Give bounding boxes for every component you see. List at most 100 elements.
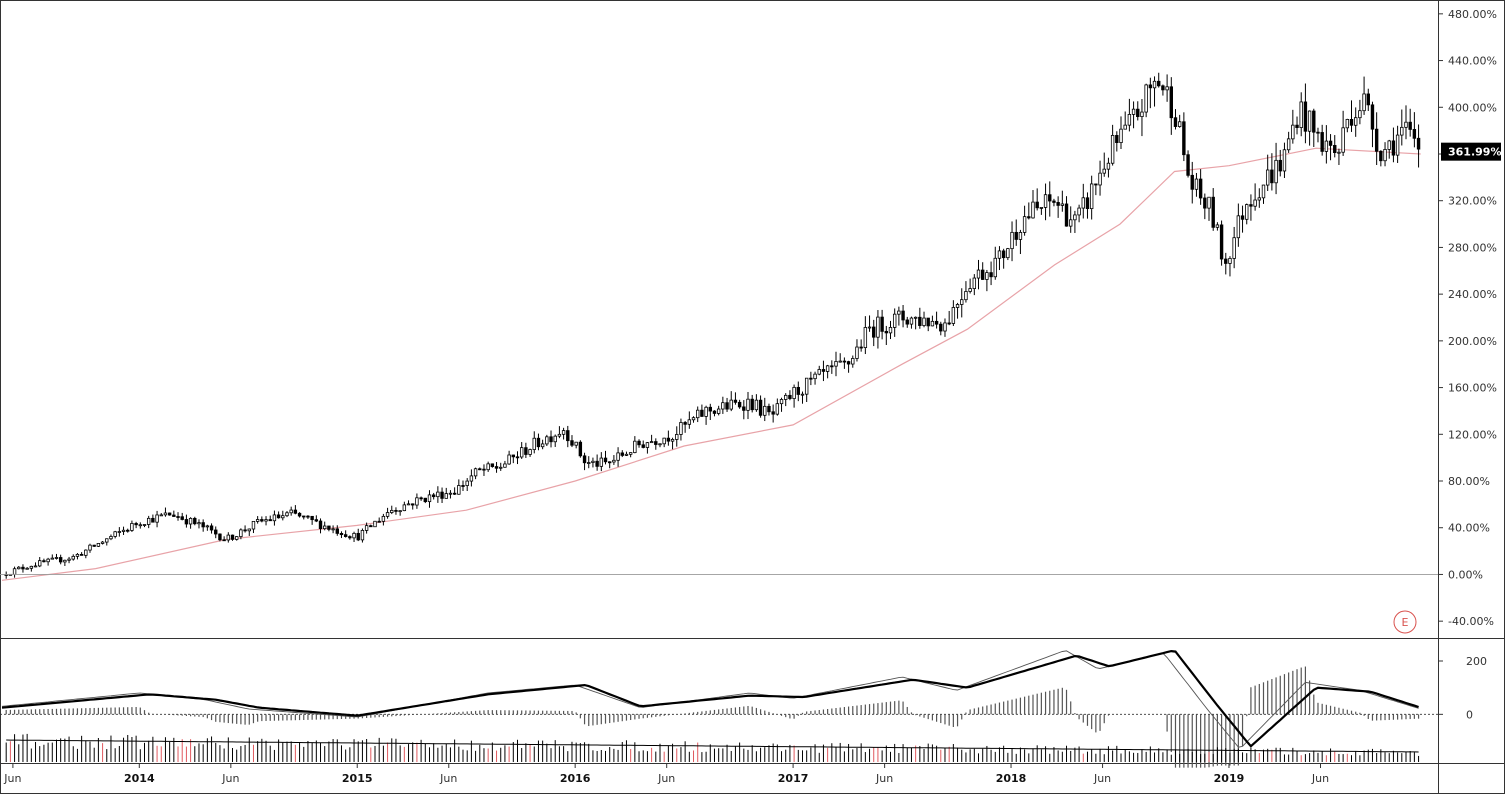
candle-up [12, 568, 17, 575]
candle-up [1345, 119, 1350, 129]
candle-down [260, 519, 264, 522]
candle-up [121, 529, 126, 532]
candle-down [1014, 231, 1018, 240]
candle-up [716, 408, 721, 414]
candle-down [134, 523, 138, 526]
candle-down [905, 319, 909, 325]
candle-up [892, 313, 897, 328]
candle-up [561, 430, 566, 435]
candle-up [155, 514, 159, 523]
price-axis-tick-label: 200.00% [1448, 335, 1497, 348]
time-axis-tick-label: Jun [875, 772, 893, 785]
candle-up [679, 422, 683, 435]
candle-up [855, 346, 859, 359]
candle-up [800, 393, 805, 396]
candle-up [1006, 248, 1010, 259]
candle-down [1328, 140, 1333, 146]
candle-up [255, 519, 260, 522]
candle-down [293, 509, 298, 514]
candle-up [897, 310, 901, 315]
candle-up [473, 468, 478, 477]
candle-down [1211, 196, 1215, 228]
candle-down [872, 326, 876, 338]
candle-up [1119, 128, 1123, 144]
candle-down [809, 377, 813, 380]
candle-up [825, 365, 830, 372]
candle-down [172, 514, 176, 517]
candle-up [1077, 207, 1081, 216]
last-price-label[interactable]: 361.99% [1441, 142, 1501, 161]
earnings-marker[interactable]: E [1393, 610, 1417, 634]
candle-down [79, 553, 84, 556]
candle-down [1115, 135, 1119, 144]
candle-down [1161, 85, 1165, 91]
candle-up [599, 457, 604, 467]
candle-down [423, 497, 427, 503]
candle-up [205, 525, 210, 528]
candlestick-layer [4, 72, 1421, 579]
candle-down [482, 468, 486, 471]
candle-down [742, 406, 746, 411]
candle-up [729, 399, 733, 410]
candle-up [33, 565, 38, 568]
candle-down [859, 346, 863, 349]
candle-up [507, 454, 511, 465]
candle-up [465, 480, 469, 486]
candle-up [1073, 214, 1077, 221]
candle-up [955, 304, 960, 308]
candle-up [662, 437, 666, 445]
candle-up [373, 520, 377, 528]
candle-up [763, 405, 767, 416]
candle-up [1387, 140, 1391, 150]
candle-up [1253, 199, 1257, 207]
candle-up [197, 522, 201, 525]
candle-up [360, 530, 365, 541]
candle-up [402, 504, 407, 512]
candle-up [951, 307, 956, 324]
candle-up [251, 520, 256, 530]
candle-up [553, 435, 557, 443]
candle-up [1110, 135, 1115, 164]
candle-up [633, 440, 637, 454]
candle-up [1131, 108, 1136, 115]
candle-down [641, 444, 645, 448]
candle-down [21, 566, 25, 570]
candle-down [750, 398, 754, 411]
candle-up [540, 443, 545, 448]
candle-up [17, 566, 21, 570]
candle-down [1303, 101, 1308, 132]
candle-up [817, 369, 821, 375]
candle-up [113, 531, 117, 537]
time-axis-tick-label: 2019 [1214, 772, 1245, 785]
candle-up [239, 529, 243, 538]
candle-down [1157, 80, 1161, 87]
time-axis-tick-label: 2017 [778, 772, 809, 785]
candle-down [566, 430, 570, 442]
candle-up [591, 460, 595, 463]
earnings-marker-circle [1393, 610, 1417, 634]
candle-up [658, 443, 662, 446]
candle-up [1144, 84, 1148, 113]
candle-up [1324, 140, 1329, 152]
candle-down [758, 399, 763, 416]
candle-up [1194, 178, 1199, 190]
candle-up [1165, 86, 1169, 91]
candle-down [1240, 215, 1245, 220]
last-price-badge [1441, 142, 1501, 161]
candle-up [968, 288, 972, 292]
candle-down [980, 269, 985, 280]
candle-down [343, 534, 348, 537]
candle-up [272, 514, 277, 522]
candle-up [105, 538, 109, 543]
candle-up [1081, 197, 1085, 209]
candle-down [1224, 258, 1228, 264]
candle-up [1069, 219, 1073, 227]
candle-up [285, 512, 289, 517]
candle-down [1001, 250, 1006, 259]
time-axis-tick-label: 2016 [560, 772, 591, 785]
candle-up [888, 326, 893, 334]
candle-up [398, 510, 402, 513]
candle-down [788, 394, 792, 399]
candle-up [1089, 183, 1094, 210]
candle-up [1127, 114, 1132, 126]
